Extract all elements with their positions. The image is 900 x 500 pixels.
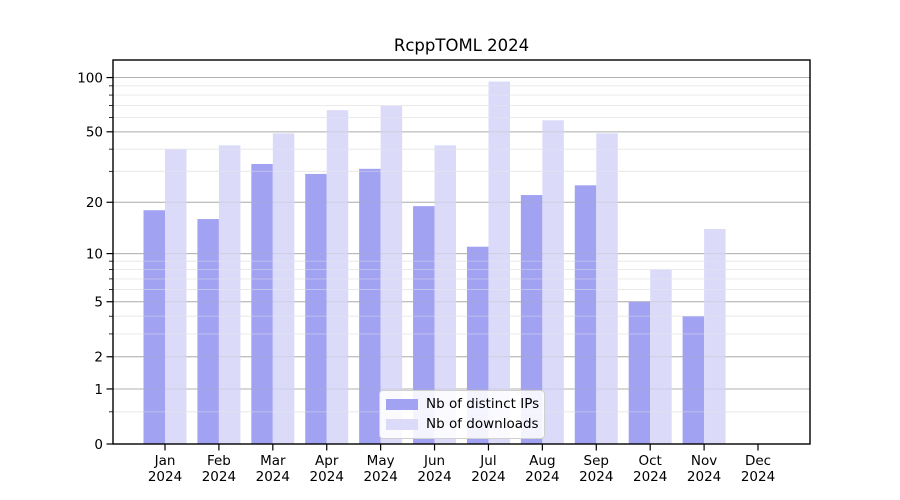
x-tick-label-year: 2024 [687, 469, 721, 485]
bar-downloads-apr [326, 110, 349, 445]
legend-row: Nb of distinct IPs [380, 396, 544, 413]
x-tick-label-year: 2024 [417, 469, 451, 485]
x-tick-label-month: Apr [315, 453, 339, 469]
y-tick-label: 100 [77, 70, 103, 86]
legend-label-distinct-ips: Nb of distinct IPs [426, 395, 540, 412]
x-tick-label-month: Jan [154, 453, 176, 469]
bar-distinct-ips-may [359, 168, 381, 444]
x-tick-label-month: Nov [691, 453, 717, 469]
bar-distinct-ips-nov [682, 316, 705, 444]
legend-row: Nb of downloads [380, 416, 544, 433]
bar-downloads-sep [596, 133, 618, 445]
y-tick-label: 5 [94, 295, 103, 311]
x-tick-label-month: Feb [207, 453, 231, 469]
x-tick-label-month: Jul [479, 453, 496, 469]
bar-downloads-aug [542, 120, 564, 444]
bar-downloads-jul [488, 81, 510, 444]
y-tick-label: 0 [94, 437, 103, 453]
bar-downloads-feb [218, 145, 241, 444]
x-tick-label-month: Oct [639, 453, 662, 469]
legend-swatch-distinct-ips [386, 399, 418, 410]
bar-downloads-mar [272, 133, 295, 445]
bar-distinct-ips-oct [628, 301, 651, 444]
chart-title: RcppTOML 2024 [393, 36, 530, 55]
x-tick-label-year: 2024 [633, 469, 667, 485]
x-tick-label-year: 2024 [579, 469, 613, 485]
x-tick-label-year: 2024 [363, 469, 397, 485]
x-tick-label-year: 2024 [202, 469, 236, 485]
bar-distinct-ips-feb [197, 219, 219, 444]
x-tick-label-year: 2024 [310, 469, 344, 485]
bar-downloads-oct [650, 269, 672, 444]
bar-distinct-ips-apr [305, 173, 327, 444]
bar-distinct-ips-sep [574, 185, 597, 444]
x-tick-label-month: Dec [745, 453, 771, 469]
legend-label-downloads: Nb of downloads [426, 415, 539, 432]
x-tick-label-month: May [367, 453, 395, 469]
x-tick-label-year: 2024 [741, 469, 775, 485]
x-tick-label-month: Jun [423, 453, 445, 469]
x-tick-label-month: Aug [529, 453, 555, 469]
x-tick-label-year: 2024 [148, 469, 182, 485]
y-tick-label: 2 [94, 350, 103, 366]
legend-swatch-downloads [386, 419, 418, 430]
x-tick-label-month: Mar [260, 453, 286, 469]
x-tick-label-month: Sep [584, 453, 609, 469]
y-tick-label: 10 [86, 246, 103, 262]
bar-downloads-nov [704, 228, 726, 444]
bar-distinct-ips-mar [251, 164, 273, 444]
x-tick-label-year: 2024 [471, 469, 505, 485]
y-tick-label: 1 [94, 382, 103, 398]
y-tick-label: 20 [86, 195, 103, 211]
bar-downloads-jun [434, 145, 457, 444]
bar-distinct-ips-aug [520, 195, 543, 444]
x-tick-label-year: 2024 [256, 469, 290, 485]
y-tick-label: 50 [86, 125, 103, 141]
legend: Nb of distinct IPs Nb of downloads [379, 390, 545, 439]
bar-downloads-may [380, 105, 403, 444]
plot-border [112, 59, 811, 445]
bar-distinct-ips-jun [413, 206, 435, 444]
x-tick-label-year: 2024 [525, 469, 559, 485]
bar-downloads-jan [165, 149, 187, 444]
bar-distinct-ips-jan [143, 210, 165, 444]
